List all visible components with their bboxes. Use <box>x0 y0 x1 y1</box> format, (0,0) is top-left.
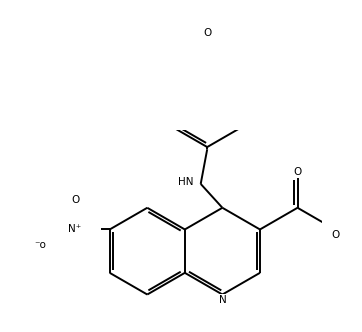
Text: N: N <box>219 295 226 305</box>
Text: O: O <box>331 230 339 240</box>
Text: O: O <box>203 28 211 38</box>
Text: O: O <box>293 167 302 177</box>
Text: HN: HN <box>178 177 193 187</box>
Text: ⁻o: ⁻o <box>34 240 46 250</box>
Text: O: O <box>71 195 79 205</box>
Text: N⁺: N⁺ <box>68 224 82 234</box>
